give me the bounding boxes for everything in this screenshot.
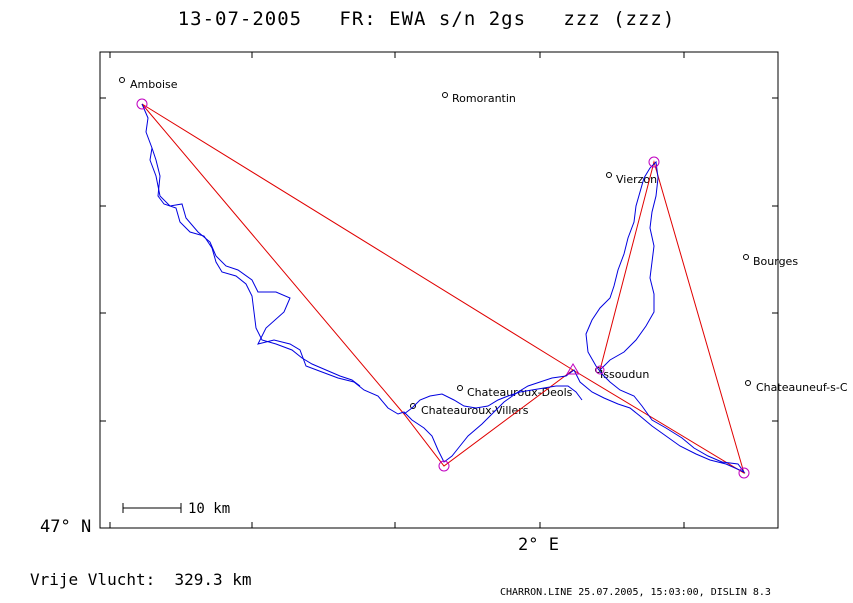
axis-ticks: [100, 52, 778, 528]
svg-text:Bourges: Bourges: [753, 255, 798, 268]
town-romorantin: Romorantin: [442, 92, 516, 105]
town-chateauneuf: Chateauneuf-s-C: [745, 380, 848, 394]
turnpoint-3: [648, 156, 660, 168]
svg-text:Issoudun: Issoudun: [600, 368, 649, 381]
map-title: 13-07-2005 FR: EWA s/n 2gs zzz (zzz): [177, 8, 676, 30]
scale-bar: 10 km: [122, 501, 230, 517]
longitude-label: 2° E: [518, 535, 559, 555]
turnpoint-triangle: [566, 363, 580, 375]
latitude-label: 47° N: [40, 517, 91, 537]
svg-text:Amboise: Amboise: [130, 78, 178, 91]
turnpoint-4: [738, 467, 750, 479]
map-frame: [99, 51, 779, 529]
task-lines: [141, 103, 745, 475]
turnpoint-2: [438, 460, 450, 472]
town-bourges: Bourges: [743, 254, 798, 268]
town-chateauroux-deols: Chateauroux-Deols: [457, 385, 573, 399]
svg-text:Vierzon: Vierzon: [616, 173, 657, 186]
turnpoint-start: [136, 98, 148, 110]
scale-bar-label: 10 km: [188, 501, 230, 517]
turnpoint-finish: [595, 365, 605, 375]
svg-text:Chateauroux-Villers: Chateauroux-Villers: [421, 404, 529, 417]
town-vierzon: Vierzon: [606, 172, 657, 186]
turnpoint-markers: [136, 98, 750, 479]
town-markers: Amboise Romorantin Vierzon Bourges Chate…: [119, 77, 848, 417]
town-chateauroux-villers: Chateauroux-Villers: [410, 403, 529, 417]
flight-track: [141, 103, 746, 474]
footer-info: CHARRON.LINE 25.07.2005, 15:03:00, DISLI…: [500, 587, 771, 598]
svg-text:Chateauneuf-s-C: Chateauneuf-s-C: [756, 381, 848, 394]
svg-text:Romorantin: Romorantin: [452, 92, 516, 105]
town-amboise: Amboise: [119, 77, 178, 91]
flight-distance: Vrije Vlucht: 329.3 km: [30, 570, 252, 589]
